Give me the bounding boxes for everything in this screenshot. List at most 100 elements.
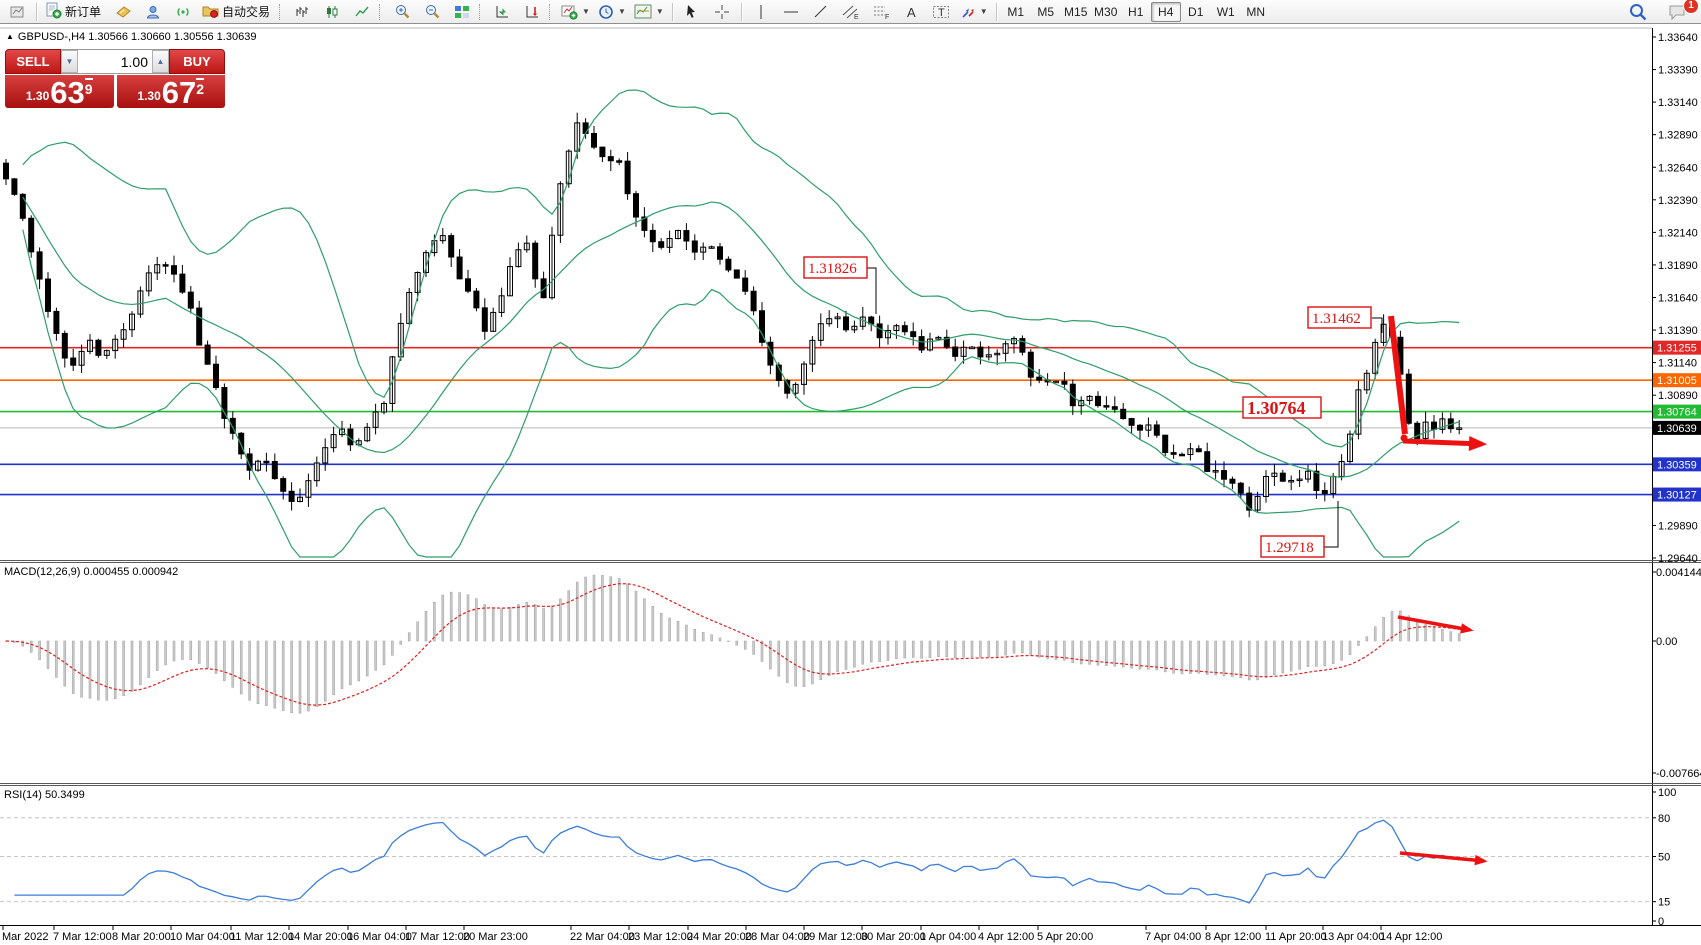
svg-text:1.33390: 1.33390 <box>1658 65 1698 77</box>
text-label-tool-icon[interactable]: T <box>926 1 956 23</box>
tab-timeframe-M1[interactable]: M1 <box>1001 2 1031 22</box>
svg-text:24 Mar 20:00: 24 Mar 20:00 <box>687 931 752 943</box>
crosshair-tool-icon[interactable] <box>707 1 737 23</box>
auto-trading-icon <box>202 3 219 21</box>
svg-text:11 Apr 20:00: 11 Apr 20:00 <box>1265 931 1327 943</box>
buy-button[interactable]: BUY <box>169 49 225 74</box>
svg-text:23 Mar 12:00: 23 Mar 12:00 <box>628 931 693 943</box>
svg-text:1.29890: 1.29890 <box>1658 520 1698 532</box>
template-button[interactable]: ▼ <box>630 1 668 23</box>
one-click-trading-widget: SELL ▼ 1.00 ▲ BUY 1.30 63 9 1.30 67 2 <box>5 49 225 108</box>
svg-text:80: 80 <box>1658 813 1670 825</box>
svg-text:A: A <box>907 5 916 20</box>
zoom-out-icon[interactable] <box>417 1 447 23</box>
notifications-button[interactable]: 1 <box>1663 0 1699 23</box>
buy-price-display[interactable]: 1.30 67 2 <box>116 75 225 108</box>
tile-windows-icon[interactable] <box>447 1 477 23</box>
signal-icon[interactable] <box>168 1 198 23</box>
svg-text:1.30639: 1.30639 <box>1657 423 1697 435</box>
tab-timeframe-M5[interactable]: M5 <box>1031 2 1061 22</box>
svg-text:15: 15 <box>1658 897 1670 909</box>
search-icon[interactable] <box>1623 1 1653 23</box>
svg-text:E: E <box>854 14 859 20</box>
svg-text:1.31140: 1.31140 <box>1658 358 1697 370</box>
svg-text:13 Apr 04:00: 13 Apr 04:00 <box>1322 931 1384 943</box>
svg-text:7 Apr 04:00: 7 Apr 04:00 <box>1145 931 1201 943</box>
svg-text:50: 50 <box>1658 852 1670 864</box>
chart-title: ▲ GBPUSD-,H4 1.30566 1.30660 1.30556 1.30… <box>6 31 257 43</box>
svg-text:Mar 2022: Mar 2022 <box>2 931 48 943</box>
tab-timeframe-W1[interactable]: W1 <box>1211 2 1241 22</box>
cursor-tool-icon[interactable] <box>677 1 707 23</box>
arrows-tool-icon[interactable]: ▼ <box>956 1 992 23</box>
ticket-icon[interactable] <box>108 1 138 23</box>
sell-button[interactable]: SELL <box>5 49 61 74</box>
svg-text:0: 0 <box>1658 916 1664 928</box>
svg-text:16 Mar 04:00: 16 Mar 04:00 <box>347 931 412 943</box>
svg-text:1.31890: 1.31890 <box>1658 260 1698 272</box>
volume-up-button[interactable]: ▲ <box>152 50 169 73</box>
svg-text:1.30764: 1.30764 <box>1247 398 1306 418</box>
svg-text:1.32390: 1.32390 <box>1658 195 1698 207</box>
candlestick-type-icon[interactable] <box>317 1 347 23</box>
tab-timeframe-D1[interactable]: D1 <box>1181 2 1211 22</box>
horizontal-line-tool-icon[interactable] <box>776 1 806 23</box>
svg-text:29 Mar 12:00: 29 Mar 12:00 <box>803 931 868 943</box>
svg-text:1.32140: 1.32140 <box>1658 227 1698 239</box>
svg-text:100: 100 <box>1658 787 1676 799</box>
tab-timeframe-M30[interactable]: M30 <box>1091 2 1121 22</box>
add-indicator-button[interactable]: ▼ <box>557 1 594 23</box>
new-order-button[interactable]: 新订单 <box>41 2 108 22</box>
svg-text:7 Mar 12:00: 7 Mar 12:00 <box>53 931 112 943</box>
equidistant-channel-tool-icon[interactable]: E <box>836 1 866 23</box>
tab-timeframe-H1[interactable]: H1 <box>1121 2 1151 22</box>
auto-scroll-icon[interactable] <box>487 1 517 23</box>
macd-label: MACD(12,26,9) 0.000455 0.000942 <box>4 566 179 578</box>
tab-timeframe-MN[interactable]: MN <box>1241 2 1271 22</box>
sell-price-display[interactable]: 1.30 63 9 <box>5 75 114 108</box>
collapse-marker-icon: ▲ <box>6 32 14 41</box>
tab-timeframe-M15[interactable]: M15 <box>1061 2 1091 22</box>
volume-down-button[interactable]: ▼ <box>61 50 78 73</box>
chart-window-icon[interactable] <box>2 1 32 23</box>
svg-text:1.30890: 1.30890 <box>1658 390 1698 402</box>
timeframe-group: M1 M5 M15 M30 H1 H4 D1 W1 MN <box>1001 1 1271 22</box>
zoom-in-icon[interactable] <box>387 1 417 23</box>
trendline-tool-icon[interactable] <box>806 1 836 23</box>
svg-text:1.31826: 1.31826 <box>808 261 857 277</box>
line-chart-type-icon[interactable] <box>347 1 377 23</box>
chart-shift-icon[interactable] <box>517 1 547 23</box>
svg-text:5 Apr 20:00: 5 Apr 20:00 <box>1037 931 1093 943</box>
vertical-line-tool-icon[interactable] <box>746 1 776 23</box>
bar-chart-type-icon[interactable] <box>287 1 317 23</box>
volume-input[interactable]: 1.00 <box>120 53 148 70</box>
volume-box: ▼ 1.00 ▲ <box>61 49 169 74</box>
toolbar-right: 1 <box>1623 0 1699 23</box>
svg-text:1.31005: 1.31005 <box>1657 375 1697 387</box>
new-order-label: 新订单 <box>65 5 102 19</box>
fibonacci-tool-icon[interactable]: F <box>866 1 896 23</box>
svg-text:28 Mar 04:00: 28 Mar 04:00 <box>745 931 810 943</box>
svg-text:22 Mar 04:00: 22 Mar 04:00 <box>570 931 635 943</box>
new-order-icon <box>45 2 62 22</box>
svg-text:4 Apr 12:00: 4 Apr 12:00 <box>978 931 1034 943</box>
periods-button[interactable]: ▼ <box>594 1 630 23</box>
svg-text:8 Mar 20:00: 8 Mar 20:00 <box>112 931 171 943</box>
auto-trading-label: 自动交易 <box>222 5 271 19</box>
svg-text:F: F <box>885 14 889 20</box>
auto-trading-button[interactable]: 自动交易 <box>198 2 277 22</box>
svg-text:1.32890: 1.32890 <box>1658 130 1698 142</box>
tab-timeframe-H4[interactable]: H4 <box>1150 1 1181 22</box>
svg-text:8 Apr 12:00: 8 Apr 12:00 <box>1205 931 1261 943</box>
text-tool-icon[interactable]: A <box>896 1 926 23</box>
svg-text:17 Mar 12:00: 17 Mar 12:00 <box>405 931 470 943</box>
profile-icon[interactable] <box>138 1 168 23</box>
svg-text:1.33140: 1.33140 <box>1658 97 1698 109</box>
svg-text:10 Mar 04:00: 10 Mar 04:00 <box>170 931 235 943</box>
svg-text:1.31640: 1.31640 <box>1658 293 1698 305</box>
svg-text:1.31462: 1.31462 <box>1312 311 1361 327</box>
svg-text:1.29718: 1.29718 <box>1265 540 1314 556</box>
notification-badge: 1 <box>1683 0 1699 14</box>
svg-text:-0.007664: -0.007664 <box>1656 768 1701 780</box>
